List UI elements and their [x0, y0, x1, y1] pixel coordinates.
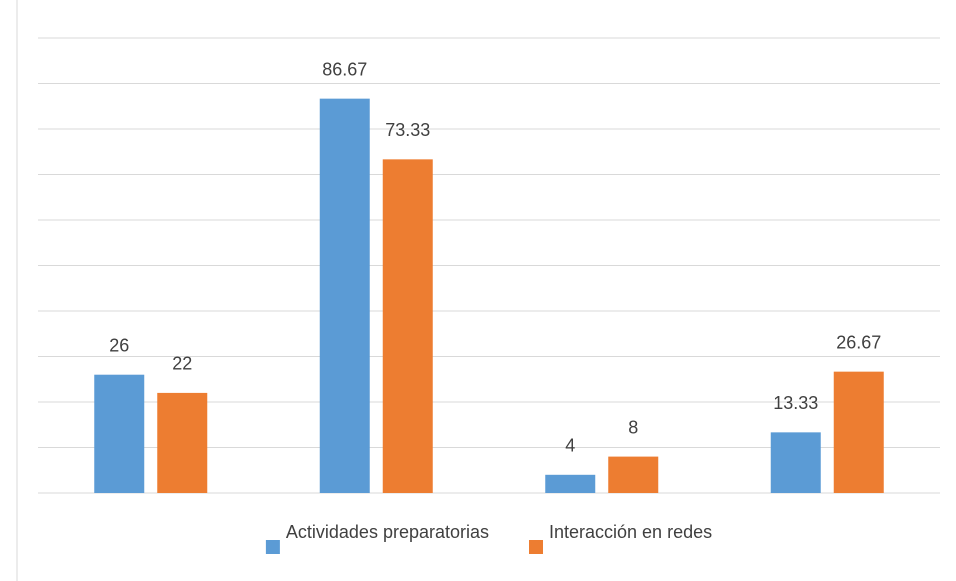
bar	[94, 374, 145, 493]
bar	[382, 159, 433, 493]
bar	[319, 98, 370, 494]
legend-label: Interacción en redes	[549, 522, 712, 542]
bar	[545, 474, 596, 493]
data-label: 4	[565, 436, 575, 456]
data-label: 8	[628, 417, 638, 437]
data-label: 22	[172, 354, 192, 374]
legend-label: Actividades preparatorias	[286, 522, 489, 542]
data-label: 26	[109, 335, 129, 355]
data-label: 26.67	[836, 332, 881, 352]
bar	[608, 456, 659, 493]
data-label: 73.33	[385, 120, 430, 140]
data-label: 13.33	[773, 393, 818, 413]
legend-swatch	[265, 540, 280, 554]
data-label: 86.67	[322, 59, 367, 79]
bar	[833, 371, 884, 493]
bar	[770, 432, 821, 493]
bar	[157, 392, 208, 493]
legend-swatch	[529, 540, 543, 554]
